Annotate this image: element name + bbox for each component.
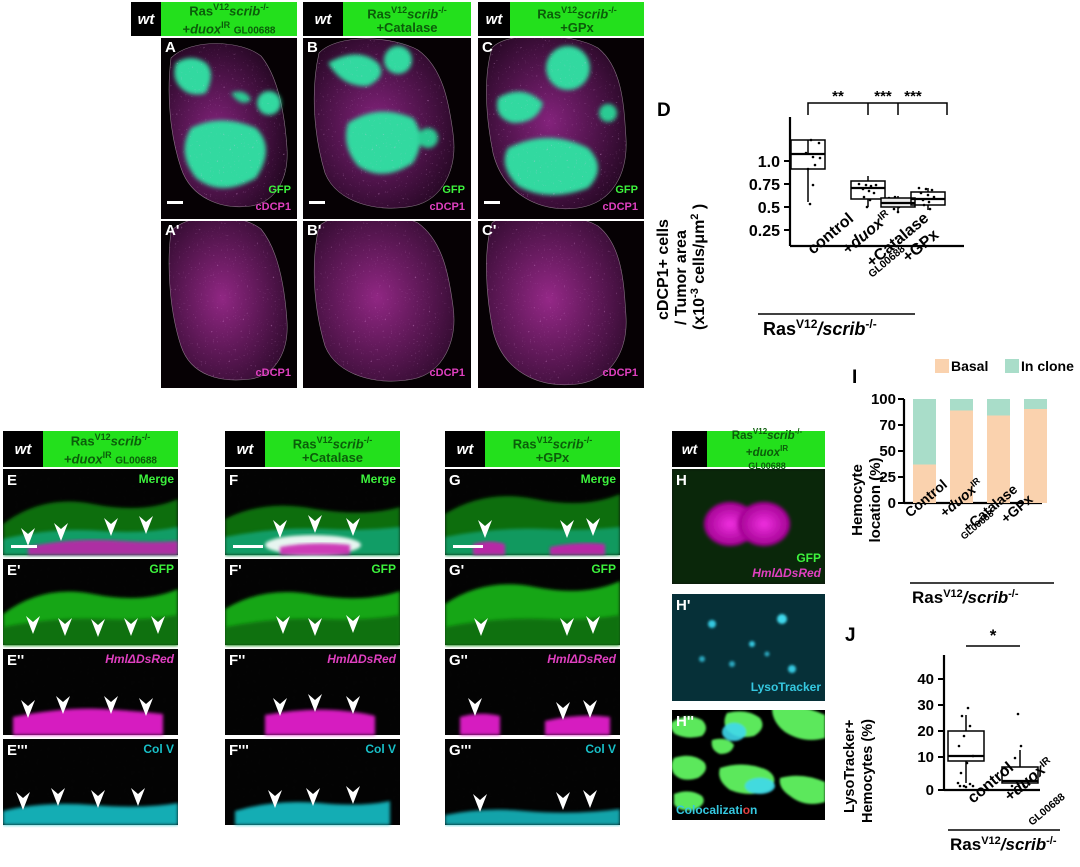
svg-text:F''': F''': [229, 742, 249, 759]
svg-text:10: 10: [917, 749, 934, 766]
svg-text:Hemocyte: Hemocyte: [852, 464, 866, 536]
svg-text:RasV12/scrib-/-: RasV12/scrib-/-: [950, 835, 1057, 854]
svg-text:In clone: In clone: [1021, 358, 1074, 374]
svg-text:Merge: Merge: [361, 472, 397, 486]
svg-text:G: G: [449, 472, 461, 489]
svg-text:Hemocytes (%): Hemocytes (%): [860, 719, 876, 823]
svg-text:G': G': [449, 562, 464, 579]
svg-text:H'': H'': [676, 713, 694, 730]
svg-text:cDCP1: cDCP1: [603, 201, 638, 213]
svg-text:G''': G''': [449, 742, 471, 759]
svg-text:Merge: Merge: [581, 472, 617, 486]
svg-text:HmlΔDsRed: HmlΔDsRed: [547, 652, 616, 666]
svg-text:cDCP1+ cells: cDCP1+ cells: [655, 219, 672, 320]
svg-text:30: 30: [917, 697, 934, 714]
svg-text:LysoTracker+: LysoTracker+: [842, 720, 858, 813]
svg-text:25: 25: [879, 469, 896, 486]
svg-text:RasV12/scrib-/-: RasV12/scrib-/-: [763, 317, 877, 339]
svg-text:F: F: [229, 472, 238, 489]
svg-text:***: ***: [874, 88, 892, 105]
svg-text:Col V: Col V: [365, 742, 396, 756]
svg-text:GFP: GFP: [149, 562, 174, 576]
svg-text:40: 40: [917, 671, 934, 688]
svg-text:GFP: GFP: [591, 562, 616, 576]
svg-text:H': H': [676, 597, 690, 614]
svg-text:**: **: [832, 88, 844, 105]
svg-text:cDCP1: cDCP1: [256, 201, 291, 213]
svg-text:E''': E''': [7, 742, 28, 759]
svg-text:cDCP1: cDCP1: [430, 201, 465, 213]
svg-text:Basal: Basal: [951, 358, 988, 374]
svg-text:cDCP1: cDCP1: [430, 367, 465, 379]
svg-text:HmlΔDsRed: HmlΔDsRed: [105, 652, 174, 666]
svg-text:GFP: GFP: [615, 184, 638, 196]
svg-text:GFP: GFP: [371, 562, 396, 576]
svg-text:0: 0: [888, 495, 896, 512]
svg-text:100: 100: [871, 391, 896, 408]
svg-text:0: 0: [926, 782, 934, 799]
svg-text:GFP: GFP: [796, 551, 821, 565]
svg-text:/ Tumor area: / Tumor area: [673, 230, 690, 325]
svg-text:1.0: 1.0: [758, 154, 780, 171]
svg-text:F': F': [229, 562, 242, 579]
svg-text:Merge: Merge: [139, 472, 175, 486]
svg-text:LysoTracker: LysoTracker: [751, 680, 822, 694]
svg-text:A: A: [165, 39, 176, 56]
svg-text:H: H: [676, 472, 687, 489]
svg-text:B': B': [307, 222, 321, 239]
svg-text:G'': G'': [449, 652, 468, 669]
svg-text:Col V: Col V: [585, 742, 616, 756]
svg-text:RasV12/scrib-/-: RasV12/scrib-/-: [912, 588, 1019, 607]
svg-text:50: 50: [879, 443, 896, 460]
svg-text:0.75: 0.75: [749, 177, 780, 194]
svg-text:GFP: GFP: [442, 184, 465, 196]
svg-text:GL00688: GL00688: [1026, 791, 1067, 828]
svg-text:B: B: [307, 39, 318, 56]
svg-text:C: C: [482, 39, 493, 56]
svg-text:Colocalization: Colocalization: [676, 803, 757, 817]
svg-text:E'': E'': [7, 652, 24, 669]
svg-text:E': E': [7, 562, 21, 579]
svg-text:GFP: GFP: [268, 184, 291, 196]
svg-text:*: *: [990, 626, 997, 645]
svg-text:(x10-3 cells/μm2 ): (x10-3 cells/μm2 ): [689, 204, 708, 330]
svg-text:***: ***: [904, 88, 922, 105]
svg-text:70: 70: [879, 417, 896, 434]
svg-text:0.25: 0.25: [749, 223, 780, 240]
svg-text:HmlΔDsRed: HmlΔDsRed: [327, 652, 396, 666]
svg-text:HmlΔDsRed: HmlΔDsRed: [752, 566, 821, 580]
svg-text:E: E: [7, 472, 17, 489]
svg-text:A': A': [165, 222, 179, 239]
svg-text:Col V: Col V: [143, 742, 174, 756]
svg-text:cDCP1: cDCP1: [603, 367, 638, 379]
svg-text:0.5: 0.5: [758, 200, 780, 217]
svg-text:C': C': [482, 222, 496, 239]
svg-text:20: 20: [917, 723, 934, 740]
svg-text:+duoxIR: +duoxIR: [1001, 754, 1057, 805]
svg-text:cDCP1: cDCP1: [256, 367, 291, 379]
svg-text:F'': F'': [229, 652, 245, 669]
